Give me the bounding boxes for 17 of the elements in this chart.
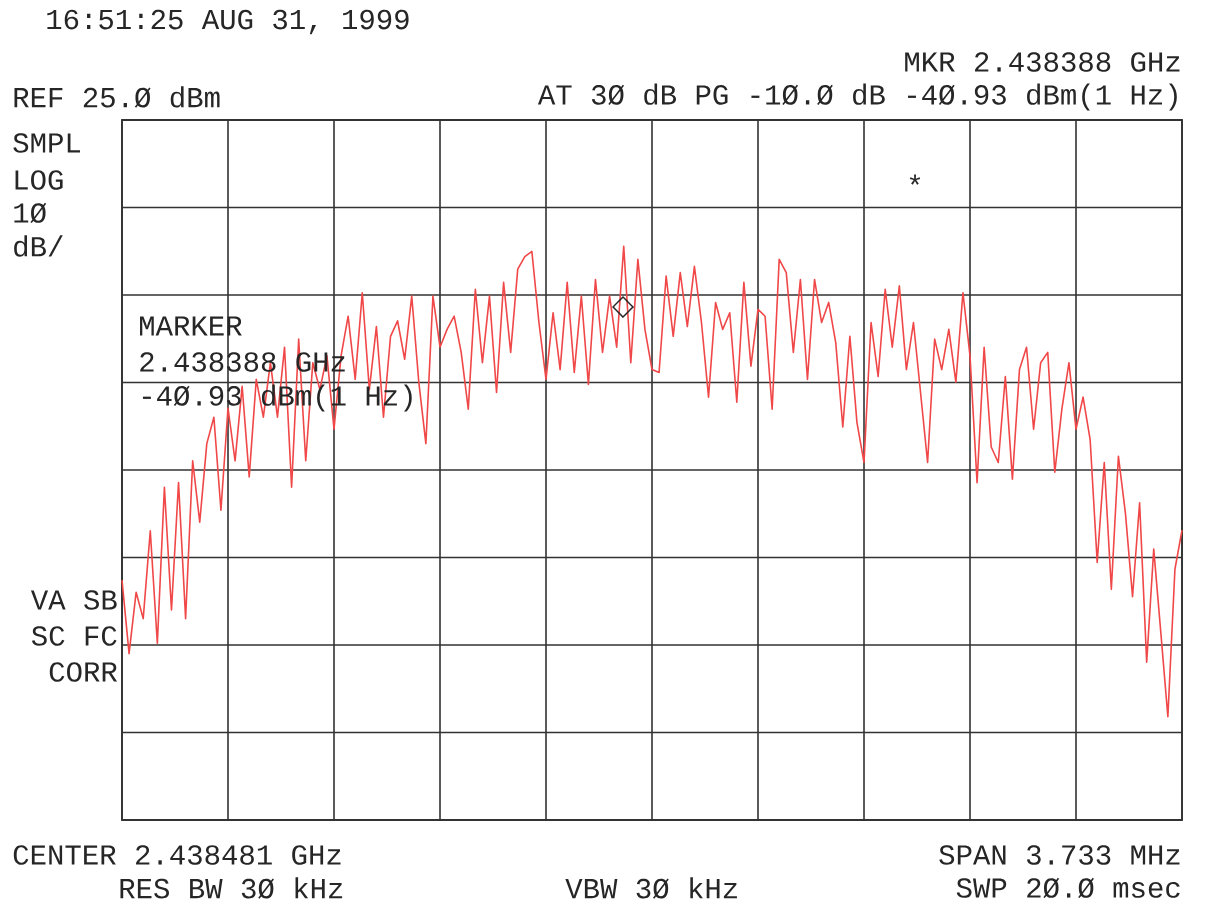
text: CORR	[49, 662, 118, 682]
text: RES BW 3Ø kHz	[120, 877, 343, 899]
text: SC FC	[31, 626, 117, 646]
text: *	[909, 174, 921, 185]
text: LOG	[15, 170, 63, 190]
text: MKR 2.438388 GHz	[905, 52, 1180, 72]
text: SWP 2Ø.Ø msec	[956, 877, 1180, 899]
text: VBW 3Ø kHz	[565, 877, 737, 899]
text: SPAN 3.733 MHz	[939, 845, 1180, 865]
text: REF 25.Ø dBm	[14, 86, 220, 108]
text: dB/	[14, 235, 63, 257]
text: AT 3Ø dB PG -1Ø.Ø dB -4Ø.93 dBm(1 Hz)	[537, 83, 1177, 111]
text: 16:51:25 AUG 31, 1999	[47, 9, 409, 35]
text: SMPL	[13, 133, 80, 153]
text: VA SB	[30, 590, 117, 610]
text: CENTER 2.438481 GHz	[13, 845, 341, 865]
text: 1Ø	[14, 202, 47, 224]
